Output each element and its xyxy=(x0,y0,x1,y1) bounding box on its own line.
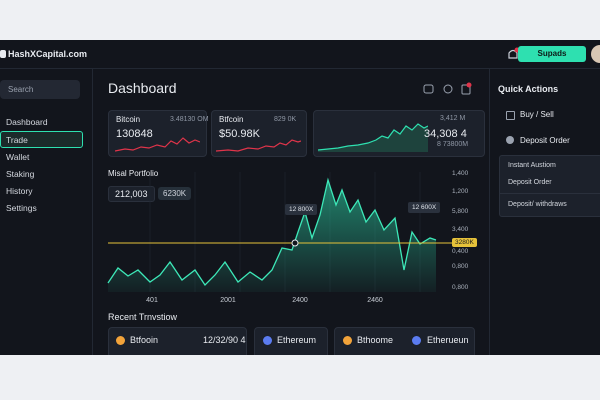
transaction-amount: Etherueun xyxy=(427,335,469,345)
dropdown-item[interactable]: Instant Austiom xyxy=(508,162,556,169)
brand: HashXCapital.com xyxy=(8,49,88,59)
sparkline xyxy=(318,123,428,152)
card-value: $50.98K xyxy=(219,128,260,140)
y-tick-label: 3,400 xyxy=(452,226,469,233)
action-item[interactable]: Deposit Order xyxy=(520,136,570,145)
dropdown-item[interactable]: Deposit/ withdraws xyxy=(508,201,567,208)
section-title: Recent Trnvstiow xyxy=(108,312,178,322)
x-tick-label: 2400 xyxy=(292,297,308,304)
search-box[interactable]: Search xyxy=(0,80,80,99)
card-sub: 8 73800M xyxy=(437,141,469,148)
coin-icon xyxy=(412,336,421,345)
sparkline xyxy=(115,137,200,152)
card-change: 829 0K xyxy=(274,116,297,123)
transaction-amount: 12/32/90 4 xyxy=(203,335,246,345)
card-change: 3.48130 OM xyxy=(170,116,209,123)
portfolio-badge: 6230K xyxy=(158,187,192,200)
transaction-name: Btfooin xyxy=(130,335,159,345)
tooltip: 12 800X xyxy=(285,204,318,215)
top-bar xyxy=(0,40,600,69)
coin-icon xyxy=(116,336,125,345)
action-icon xyxy=(506,111,515,120)
card-name: Btfcoin xyxy=(219,115,244,124)
card-name: Bitcoin xyxy=(116,115,141,124)
card-change: 3,412 M xyxy=(440,115,466,122)
menu-item[interactable]: History xyxy=(6,186,33,196)
coin-icon xyxy=(343,336,352,345)
x-tick-label: 401 xyxy=(146,297,158,304)
portfolio-value: 212,003 xyxy=(108,186,155,202)
x-tick-label: 2001 xyxy=(220,297,236,304)
y-tick-label: 5,800 xyxy=(452,208,469,215)
y-tick-label: 1,200 xyxy=(452,188,469,195)
x-tick-label: 2460 xyxy=(367,297,383,304)
dropdown-divider xyxy=(499,193,600,194)
tooltip: 12 600X xyxy=(408,202,441,213)
dropdown xyxy=(499,155,600,217)
card-value: 34,308 4 xyxy=(424,128,467,140)
sparkline xyxy=(216,139,301,152)
transaction-name: Bthoome xyxy=(357,335,394,345)
toolbar-icons[interactable] xyxy=(422,82,474,96)
logo xyxy=(0,50,6,58)
menu-item[interactable]: Settings xyxy=(6,203,37,213)
avatar[interactable] xyxy=(591,45,600,63)
menu-highlight xyxy=(0,131,83,148)
menu-item[interactable]: Trade xyxy=(6,135,28,145)
coin-icon xyxy=(263,336,272,345)
app: HashXCapital.com Supads Search Dashboard… xyxy=(0,40,600,355)
dropdown-item[interactable]: Deposit Order xyxy=(508,179,552,186)
action-item[interactable]: Buy / Sell xyxy=(520,110,554,119)
panel-title: Quick Actions xyxy=(498,84,559,94)
sidebar-divider xyxy=(92,68,93,355)
y-tick-label: 0,800 xyxy=(452,263,469,270)
section-title: Misal Portfolio xyxy=(108,169,159,178)
marker-label: 3280K xyxy=(452,238,477,247)
header-button[interactable]: Supads xyxy=(518,46,586,62)
page-title: Dashboard xyxy=(108,80,177,96)
portfolio-chart xyxy=(107,172,455,292)
y-tick-label: 0,400 xyxy=(452,248,469,255)
transaction-card[interactable] xyxy=(108,327,247,355)
y-tick-label: 0,800 xyxy=(452,284,469,291)
card-value: 130848 xyxy=(116,128,153,140)
menu-item[interactable]: Staking xyxy=(6,169,35,179)
transaction-name: Ethereum xyxy=(277,335,317,345)
action-icon xyxy=(506,136,514,144)
menu-item[interactable]: Dashboard xyxy=(6,117,48,127)
transaction-card[interactable] xyxy=(334,327,475,355)
y-tick-label: 1,400 xyxy=(452,170,469,177)
panel-divider xyxy=(489,68,490,355)
menu-item[interactable]: Wallet xyxy=(6,152,30,162)
